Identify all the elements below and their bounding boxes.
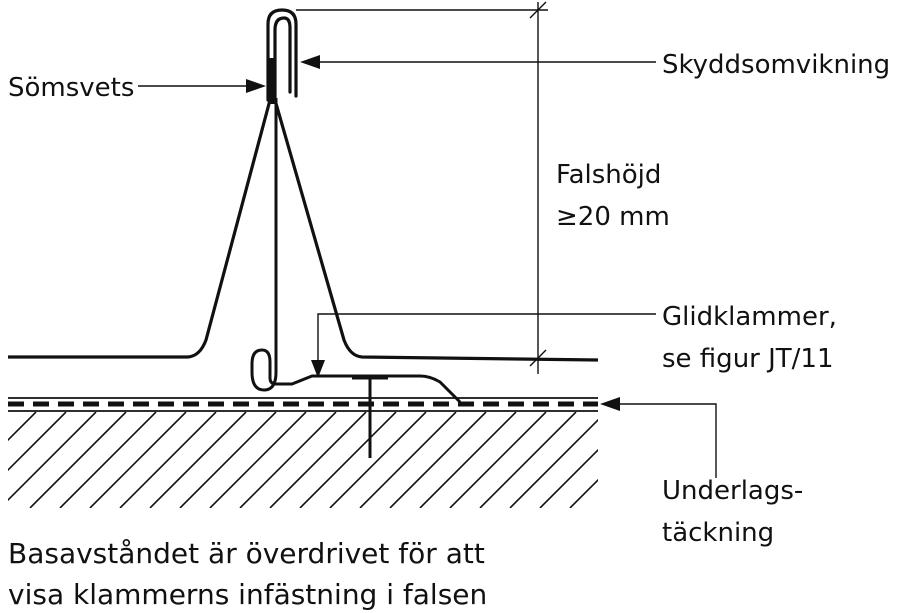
label-underlag-2: täckning <box>662 518 774 548</box>
seam-weld-mark <box>268 58 275 104</box>
label-glidklammer-ref: se figur JT/11 <box>662 344 834 374</box>
left-roof-sheet <box>8 99 272 359</box>
right-roof-sheet <box>273 99 599 362</box>
label-skyddsomvikning: Skyddsomvikning <box>662 50 890 80</box>
sliding-clip <box>250 98 462 404</box>
fastening-nail <box>352 376 388 458</box>
label-glidklammer: Glidklammer, <box>662 302 837 332</box>
weld-leader <box>138 79 266 93</box>
note-line-2: visa klammerns infästning i falsen <box>8 578 487 611</box>
substrate-hatch <box>8 412 598 508</box>
label-underlag: Underlags- <box>662 476 803 506</box>
label-somsvets: Sömsvets <box>8 73 134 103</box>
fold-leader <box>300 55 656 69</box>
clip-leader <box>311 313 656 378</box>
underlay-layers <box>8 397 598 412</box>
label-falshojd-value: ≥20 mm <box>556 202 670 232</box>
seam-upstand <box>266 8 298 102</box>
label-falshojd: Falshöjd <box>556 160 661 190</box>
note-line-1: Basavståndet är överdrivet för att <box>8 537 485 570</box>
underlay-leader <box>600 397 717 478</box>
seam-height-dimension <box>296 1 548 374</box>
